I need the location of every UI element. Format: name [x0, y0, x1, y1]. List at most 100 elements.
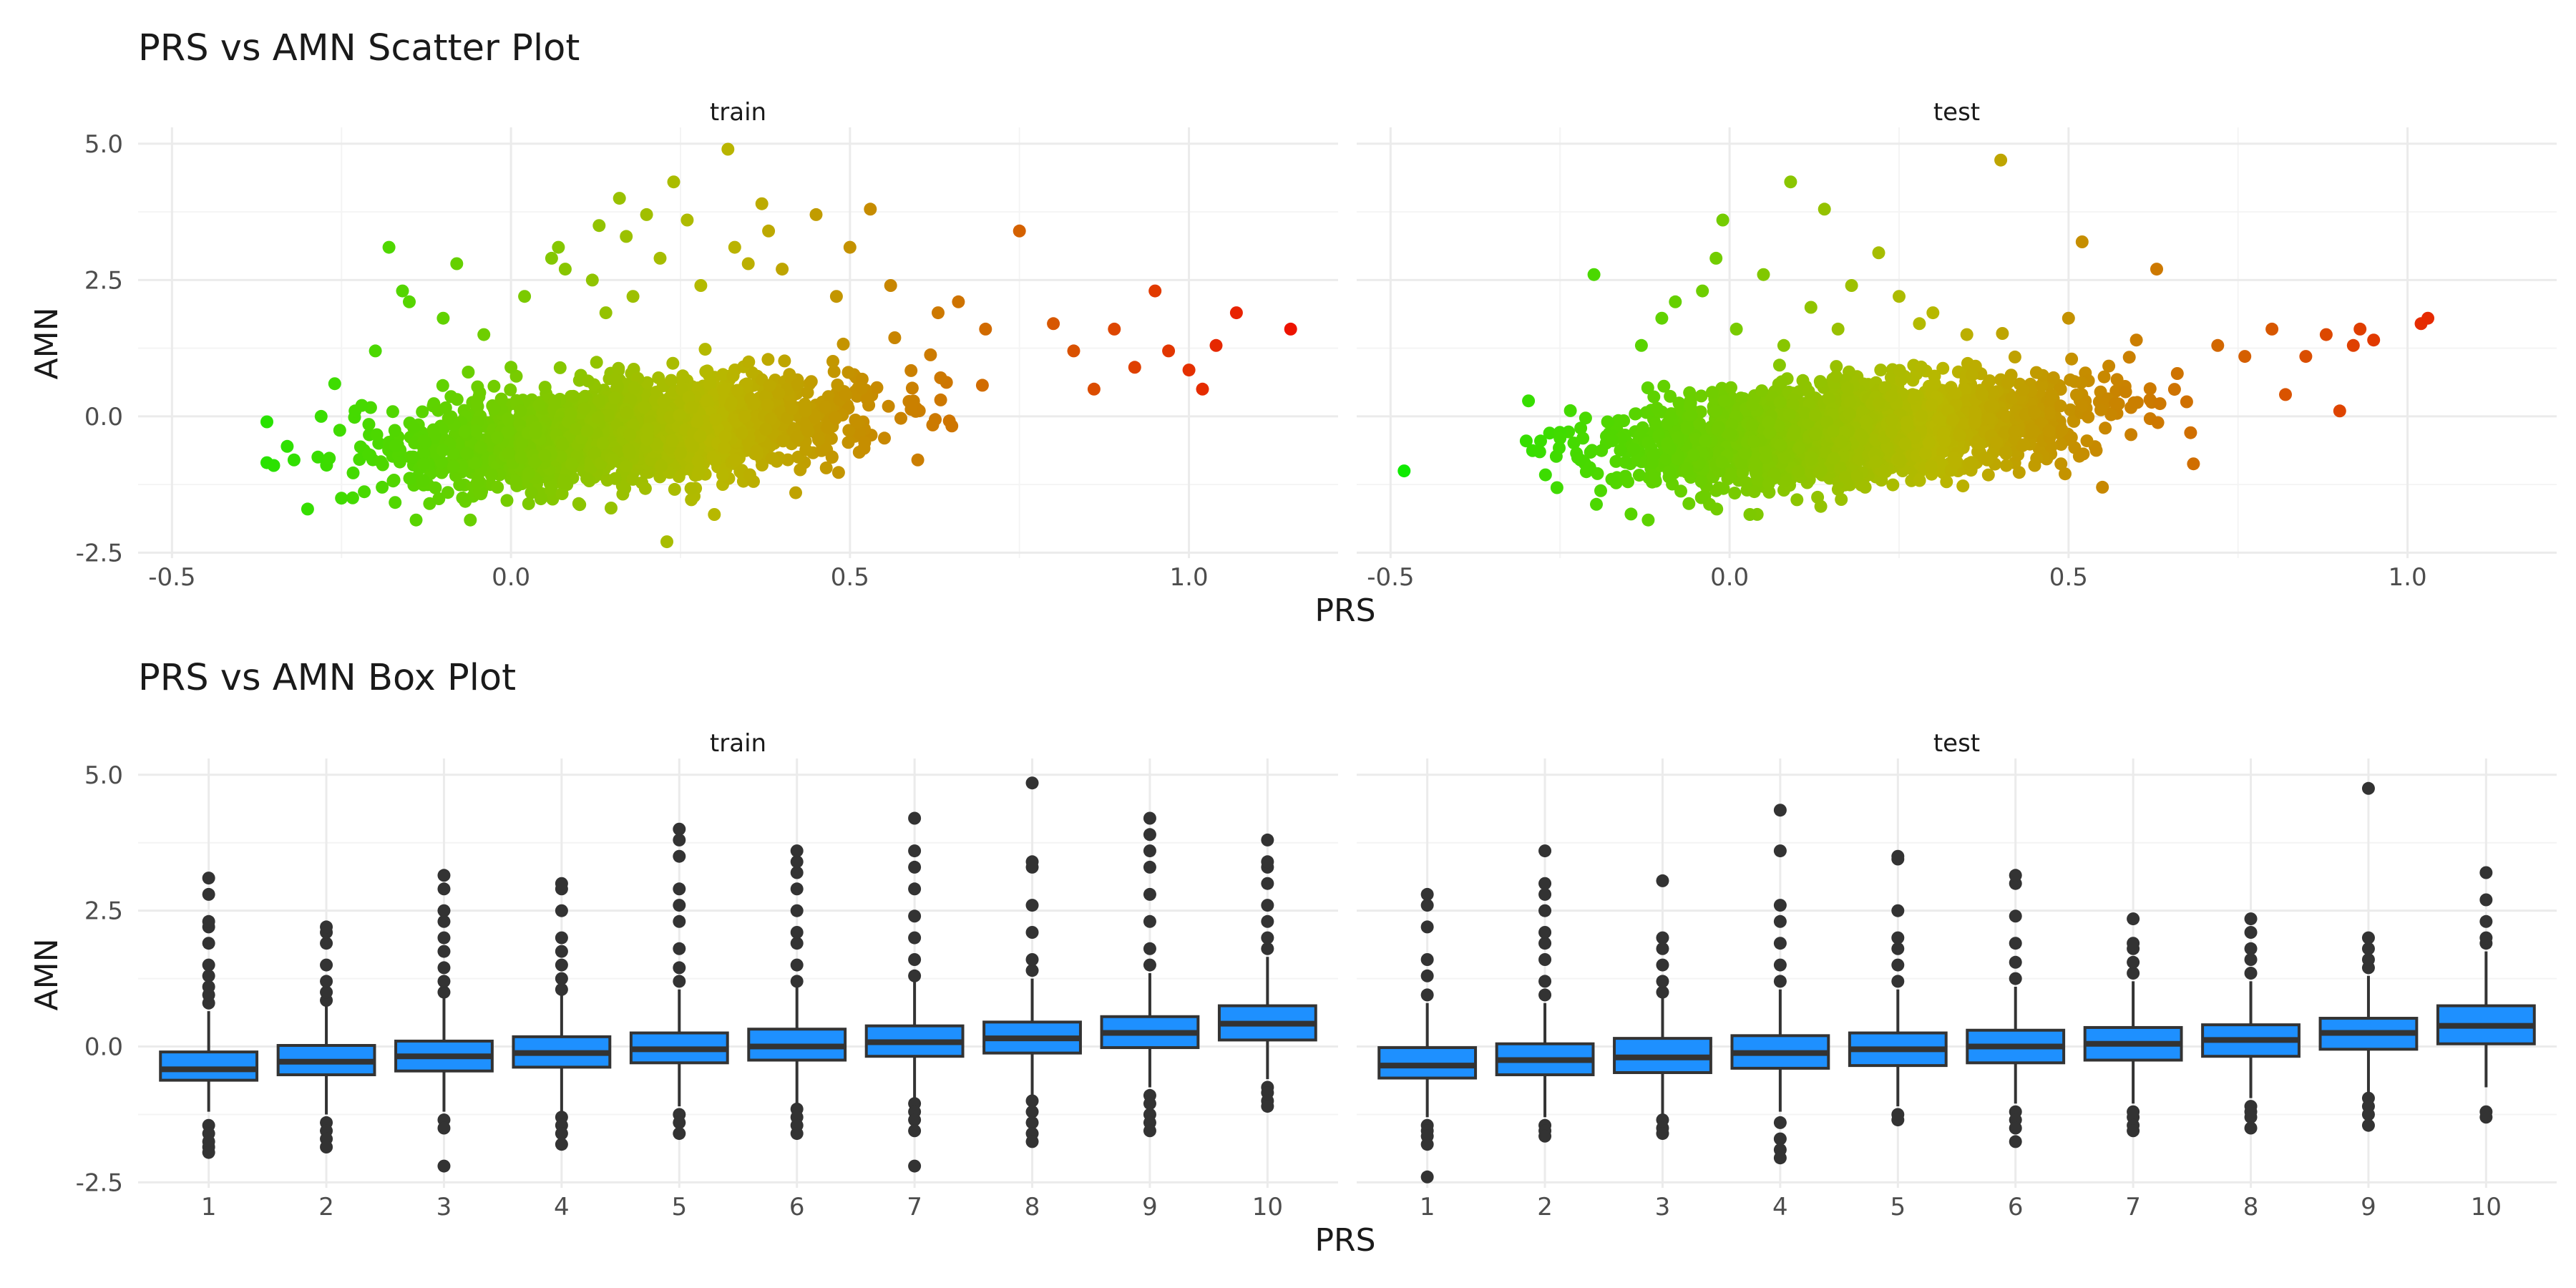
scatter-point — [328, 377, 341, 391]
scatter-cloud-point — [2094, 403, 2107, 416]
scatter-cloud-point — [484, 468, 498, 482]
scatter-cloud-point — [1750, 452, 1762, 465]
scatter-cloud-point — [1762, 477, 1775, 490]
scatter-cloud-point — [682, 391, 696, 404]
scatter-cloud-point — [858, 436, 872, 449]
scatter-point — [1757, 268, 1770, 281]
box-y-tick-label: 5.0 — [84, 761, 123, 790]
scatter-cloud-point — [1746, 398, 1759, 411]
scatter-cloud-point — [1999, 425, 2012, 439]
scatter-cloud-point — [1687, 448, 1701, 462]
scatter-cloud-point — [698, 343, 712, 356]
scatter-cloud-point — [416, 457, 430, 471]
scatter-y-tick-label: 2.5 — [84, 266, 123, 295]
scatter-point — [369, 344, 382, 358]
scatter-cloud-point — [674, 447, 687, 460]
scatter-point — [1148, 284, 1162, 298]
scatter-x-tick-label: -0.5 — [148, 563, 195, 592]
scatter-point — [1621, 475, 1634, 489]
scatter-cloud-point — [580, 424, 594, 438]
scatter-cloud-point — [1671, 431, 1684, 445]
scatter-cloud-point — [346, 466, 360, 479]
scatter-point — [1981, 453, 1994, 467]
scatter-cloud-point — [1869, 455, 1883, 468]
scatter-cloud-point — [819, 461, 833, 474]
scatter-cloud-point — [544, 483, 557, 497]
scatter-cloud-point — [417, 446, 430, 459]
scatter-x-tick-label: 0.5 — [2049, 563, 2088, 592]
scatter-point — [680, 213, 694, 227]
scatter-cloud-point — [2059, 467, 2072, 481]
scatter-cloud-point — [474, 441, 487, 454]
scatter-cloud-point — [608, 391, 622, 405]
scatter-cloud-point — [514, 451, 528, 464]
box-x-tick-label: 4 — [554, 1193, 570, 1221]
scatter-cloud-point — [1624, 507, 1638, 521]
scatter-cloud-point — [468, 456, 482, 469]
scatter-cloud-point — [1804, 452, 1818, 466]
scatter-cloud-point — [1900, 416, 1913, 429]
scatter-cloud-point — [1725, 418, 1739, 431]
scatter-cloud-point — [1855, 429, 1869, 443]
scatter-cloud-point — [809, 411, 822, 424]
scatter-point — [864, 203, 877, 216]
scatter-point — [382, 240, 396, 254]
scatter-cloud-point — [1884, 389, 1898, 403]
scatter-cloud-point — [1723, 467, 1737, 481]
scatter-point — [613, 192, 626, 205]
scatter-cloud-point — [685, 493, 698, 507]
scatter-cloud-point — [1672, 396, 1686, 410]
scatter-cloud-point — [500, 494, 514, 507]
scatter-cloud-point — [759, 422, 773, 436]
scatter-cloud-point — [1874, 364, 1888, 377]
scatter-point — [396, 284, 409, 298]
scatter-cloud-point — [1981, 468, 1995, 482]
scatter-cloud-point — [548, 395, 562, 409]
scatter-point — [260, 415, 273, 429]
scatter-cloud-point — [577, 402, 591, 416]
scatter-cloud-point — [975, 379, 989, 392]
scatter-cloud-point — [515, 436, 529, 449]
scatter-cloud-point — [2008, 350, 2021, 364]
scatter-cloud-point — [839, 389, 852, 402]
scatter-cloud-point — [2077, 447, 2090, 461]
scatter-cloud-point — [1627, 442, 1641, 456]
scatter-cloud-point — [458, 424, 472, 438]
scatter-cloud-point — [924, 348, 937, 361]
scatter-cloud-point — [500, 425, 514, 439]
scatter-cloud-point — [1534, 434, 1547, 448]
scatter-cloud-point — [1735, 391, 1747, 405]
scatter-cloud-point — [1661, 416, 1674, 430]
scatter-point — [2265, 322, 2279, 336]
scatter-cloud-point — [831, 466, 845, 479]
scatter-cloud-point — [1922, 436, 1936, 449]
scatter-cloud-point — [393, 455, 406, 469]
scatter-cloud-point — [1835, 493, 1848, 506]
scatter-cloud-point — [2089, 444, 2103, 457]
scatter-cloud-point — [836, 337, 850, 351]
scatter-cloud-point — [388, 424, 401, 437]
scatter-cloud-point — [2065, 352, 2079, 366]
scatter-point — [2096, 480, 2109, 494]
scatter-cloud-point — [1953, 429, 1966, 442]
scatter-point — [2238, 350, 2252, 364]
scatter-cloud-point — [1823, 393, 1836, 406]
scatter-point — [2421, 311, 2434, 325]
scatter-cloud-point — [1671, 452, 1684, 466]
scatter-point — [1128, 361, 1141, 374]
scatter-cloud-point — [471, 380, 484, 394]
scatter-point — [1229, 306, 1243, 320]
scatter-point — [741, 257, 755, 270]
scatter-cloud-point — [453, 478, 467, 492]
scatter-cloud-point — [1925, 398, 1938, 411]
scatter-cloud-point — [1647, 390, 1661, 404]
scatter-cloud-point — [1724, 381, 1737, 394]
scatter-cloud-point — [1837, 449, 1850, 463]
box-x-tick-label: 3 — [436, 1193, 452, 1221]
scatter-cloud-point — [855, 381, 869, 395]
scatter-cloud-point — [743, 468, 756, 482]
scatter-cloud-point — [1705, 386, 1719, 399]
scatter-cloud-point — [471, 475, 484, 489]
scatter-cloud-point — [761, 353, 775, 366]
